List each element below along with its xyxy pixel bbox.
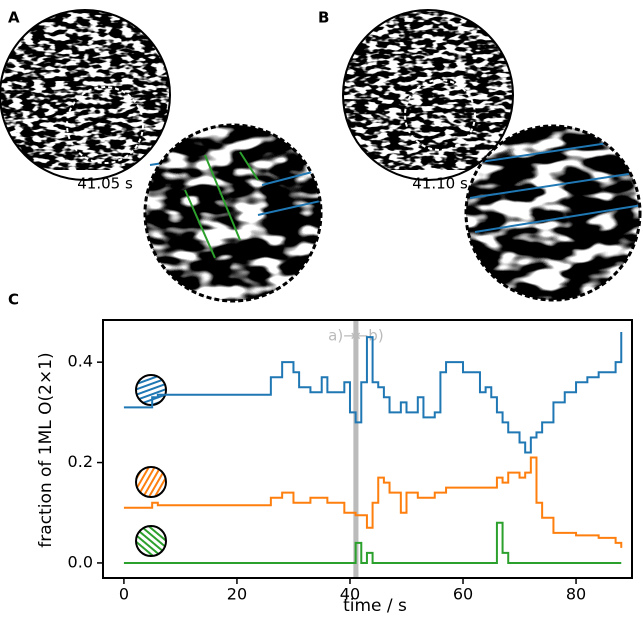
zoom-border: [143, 123, 323, 303]
annotation: a)→←b): [328, 327, 384, 345]
zoom-border: [464, 124, 642, 302]
x-axis-title: time / s: [343, 596, 407, 616]
legend-icon: [135, 525, 167, 557]
timestamp: 41.10 s: [412, 175, 468, 193]
panel-label: B: [318, 9, 329, 27]
zoom-region: [404, 79, 476, 151]
series-line: [123, 521, 622, 564]
zoom-b: [466, 126, 640, 300]
x-tick-label: 80: [566, 585, 586, 604]
legend-icon: [135, 466, 167, 498]
legend-icon: [135, 374, 167, 406]
zoom-region: [66, 86, 144, 164]
image-b: [343, 10, 513, 180]
plot-frame: [102, 319, 633, 579]
panel-label: C: [8, 291, 19, 309]
y-tick-label: 0.0: [68, 552, 93, 571]
x-tick-label: 40: [340, 585, 360, 604]
x-tick-label: 60: [453, 585, 473, 604]
y-tick-label: 0.4: [68, 352, 93, 371]
highlight-band: [353, 320, 359, 578]
image-border: [0, 9, 171, 181]
timestamp: 41.05 s: [77, 175, 133, 193]
x-tick-label: 20: [227, 585, 247, 604]
zoom-a: [145, 125, 321, 301]
series-line: [123, 456, 623, 548]
y-axis-title: fraction of 1ML O(2×1): [36, 352, 56, 547]
series-line: [123, 332, 623, 454]
image-a: [0, 10, 170, 180]
y-tick-label: 0.2: [68, 452, 93, 471]
x-tick-label: 0: [119, 585, 129, 604]
image-border: [342, 9, 514, 181]
panel-label: A: [8, 9, 20, 27]
